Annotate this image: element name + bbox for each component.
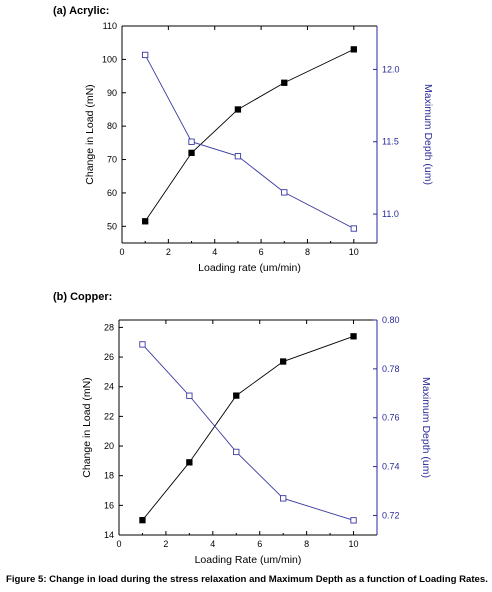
- chart-copper: (b) Copper:0 2 4 6 8 1014161820222426280.720.…: [53, 291, 432, 566]
- load-point: [234, 106, 242, 113]
- y2-tick-label: 11.0: [382, 209, 399, 219]
- y-tick-label: 28: [104, 322, 114, 332]
- x-tick-label: 2: [166, 247, 171, 257]
- chart-title: (a) Acrylic:: [53, 5, 109, 17]
- depth-point: [142, 51, 149, 59]
- y2-tick-label: 12.0: [382, 64, 400, 74]
- x-tick-label: 8: [305, 247, 310, 257]
- x-tick-label: 0: [119, 247, 124, 257]
- chart-title: (b) Copper:: [53, 291, 112, 303]
- depth-point: [186, 392, 193, 399]
- load-point: [188, 149, 195, 157]
- load-point: [350, 46, 357, 53]
- load-point: [350, 333, 357, 340]
- y-tick-label: 26: [104, 352, 114, 362]
- y2-tick-label: 0.80: [382, 315, 400, 325]
- load-point: [281, 79, 288, 86]
- load-point: [186, 459, 193, 466]
- depth-point: [139, 341, 146, 348]
- y-axis-label: Change in Load (mN): [84, 84, 96, 184]
- y2-tick-label: 0.72: [382, 510, 400, 520]
- depth-point: [281, 189, 288, 196]
- x-tick-label: 10: [349, 247, 359, 257]
- y-tick-label: 14: [104, 530, 114, 540]
- y-tick-label: 60: [107, 188, 117, 198]
- x-tick-label: 0: [116, 539, 121, 549]
- y2-tick-label: 0.74: [382, 462, 400, 472]
- series-load-line: [144, 48, 355, 222]
- x-tick-label: 6: [257, 539, 262, 549]
- y-tick-label: 20: [104, 441, 114, 451]
- load-point: [233, 392, 240, 399]
- x-axis-label: Loading rate (um/min): [198, 262, 301, 274]
- load-point: [139, 517, 146, 524]
- figure-caption: Figure 5: Change in load during the stre…: [6, 574, 488, 585]
- x-tick-label: 8: [304, 539, 309, 549]
- y-tick-label: 50: [107, 221, 117, 231]
- x-tick-label: 4: [210, 539, 215, 549]
- depth-point: [280, 495, 287, 502]
- y-tick-label: 24: [104, 382, 114, 392]
- y-axis-label: Change in Load (mN): [81, 377, 93, 477]
- y2-tick-label: 0.78: [382, 364, 400, 374]
- x-axis-label: Loading Rate (um/min): [195, 554, 302, 566]
- depth-point: [350, 517, 357, 524]
- depth-point: [234, 153, 242, 160]
- series-depth-line: [144, 54, 355, 229]
- load-point: [142, 218, 149, 225]
- y-tick-label: 80: [107, 121, 117, 131]
- x-tick-label: 6: [259, 247, 264, 257]
- y-tick-label: 100: [102, 54, 117, 64]
- y2-tick-label: 11.5: [382, 137, 399, 147]
- y-tick-label: 18: [104, 471, 114, 481]
- series-load-line: [142, 335, 354, 521]
- series-depth-line: [142, 344, 354, 521]
- y2-axis-label: Maximum Depth (um): [422, 84, 434, 185]
- y-tick-label: 70: [107, 155, 117, 165]
- load-point: [280, 358, 287, 365]
- x-tick-label: 4: [212, 247, 217, 257]
- y-tick-label: 90: [107, 88, 117, 98]
- chart-acrylic: (a) Acrylic: 0 2 4 6 8 10 50 60 70 80 90 100 110 11.0 1…: [53, 5, 434, 274]
- depth-point: [188, 138, 195, 145]
- x-tick-label: 10: [349, 539, 359, 549]
- depth-point: [350, 225, 357, 232]
- y2-tick-label: 0.76: [382, 413, 400, 423]
- depth-point: [233, 448, 240, 456]
- x-tick-label: 2: [163, 539, 168, 549]
- y-tick-label: 16: [104, 500, 114, 510]
- y-tick-label: 110: [103, 21, 117, 31]
- y-tick-label: 22: [104, 411, 114, 421]
- y2-axis-label: Maximum Depth (um): [420, 377, 432, 478]
